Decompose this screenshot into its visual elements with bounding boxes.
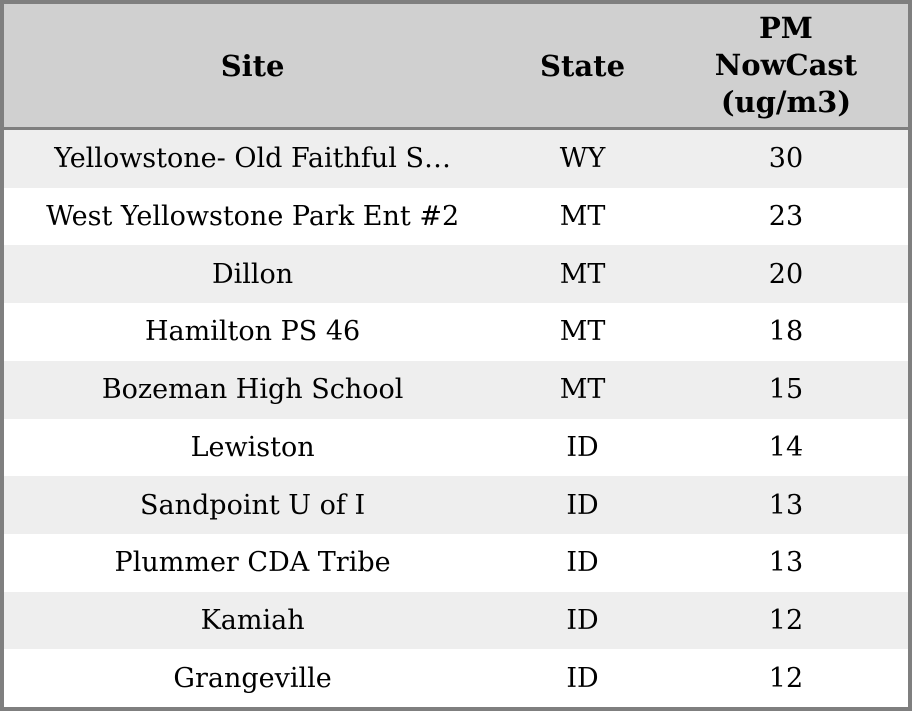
- table-row: Dillon MT 20: [4, 245, 908, 304]
- site-cell: Grangeville: [173, 662, 332, 694]
- site-cell: Lewiston: [190, 431, 315, 463]
- site-cell: Dillon: [211, 258, 294, 290]
- table-row: Grangeville ID 12: [4, 649, 908, 708]
- pm-cell: 20: [768, 258, 804, 290]
- state-cell: ID: [566, 431, 599, 463]
- state-cell: MT: [559, 316, 606, 348]
- table-row: Sandpoint U of I ID 13: [4, 476, 908, 534]
- site-cell: Kamiah: [200, 604, 305, 636]
- state-cell: ID: [566, 662, 599, 694]
- site-cell: Bozeman High School: [101, 374, 404, 406]
- table-row: Lewiston ID 14: [4, 418, 908, 477]
- pm-cell: 13: [768, 547, 804, 579]
- state-cell: MT: [559, 258, 606, 290]
- table-row: Kamiah ID 12: [4, 591, 908, 650]
- table-row: Yellowstone- Old Faithful S… WY 30: [4, 130, 908, 188]
- site-cell: Yellowstone- Old Faithful S…: [54, 143, 451, 175]
- table-row: Bozeman High School MT 15: [4, 360, 908, 419]
- state-cell: MT: [559, 201, 606, 233]
- pm-cell: 12: [768, 604, 804, 636]
- state-cell: ID: [566, 547, 599, 579]
- site-cell: Hamilton PS 46: [144, 316, 361, 348]
- pm-cell: 14: [768, 431, 804, 463]
- state-cell: ID: [566, 604, 599, 636]
- pm-cell: 18: [768, 316, 804, 348]
- table-row: Plummer CDA Tribe ID 13: [4, 533, 908, 592]
- state-cell: MT: [559, 374, 606, 406]
- state-column-header: State: [540, 48, 626, 83]
- pm-cell: 30: [768, 143, 804, 175]
- pm-cell: 15: [768, 374, 804, 406]
- pm-cell: 13: [768, 489, 804, 521]
- state-cell: WY: [559, 143, 606, 175]
- pm-nowcast-column-header: PM NowCast (ug/m3): [714, 11, 858, 119]
- site-cell: Sandpoint U of I: [140, 489, 366, 521]
- table-body: Yellowstone- Old Faithful S… WY 30 West …: [4, 130, 908, 708]
- pm-cell: 23: [768, 201, 804, 233]
- state-cell: ID: [566, 489, 599, 521]
- site-cell: West Yellowstone Park Ent #2: [46, 201, 460, 233]
- pm-cell: 12: [768, 662, 804, 694]
- site-column-header: Site: [220, 48, 285, 83]
- site-cell: Plummer CDA Tribe: [114, 547, 391, 579]
- table-row: West Yellowstone Park Ent #2 MT 23: [4, 187, 908, 246]
- table-header-row: Site State PM NowCast (ug/m3): [4, 4, 908, 130]
- table-row: Hamilton PS 46 MT 18: [4, 303, 908, 361]
